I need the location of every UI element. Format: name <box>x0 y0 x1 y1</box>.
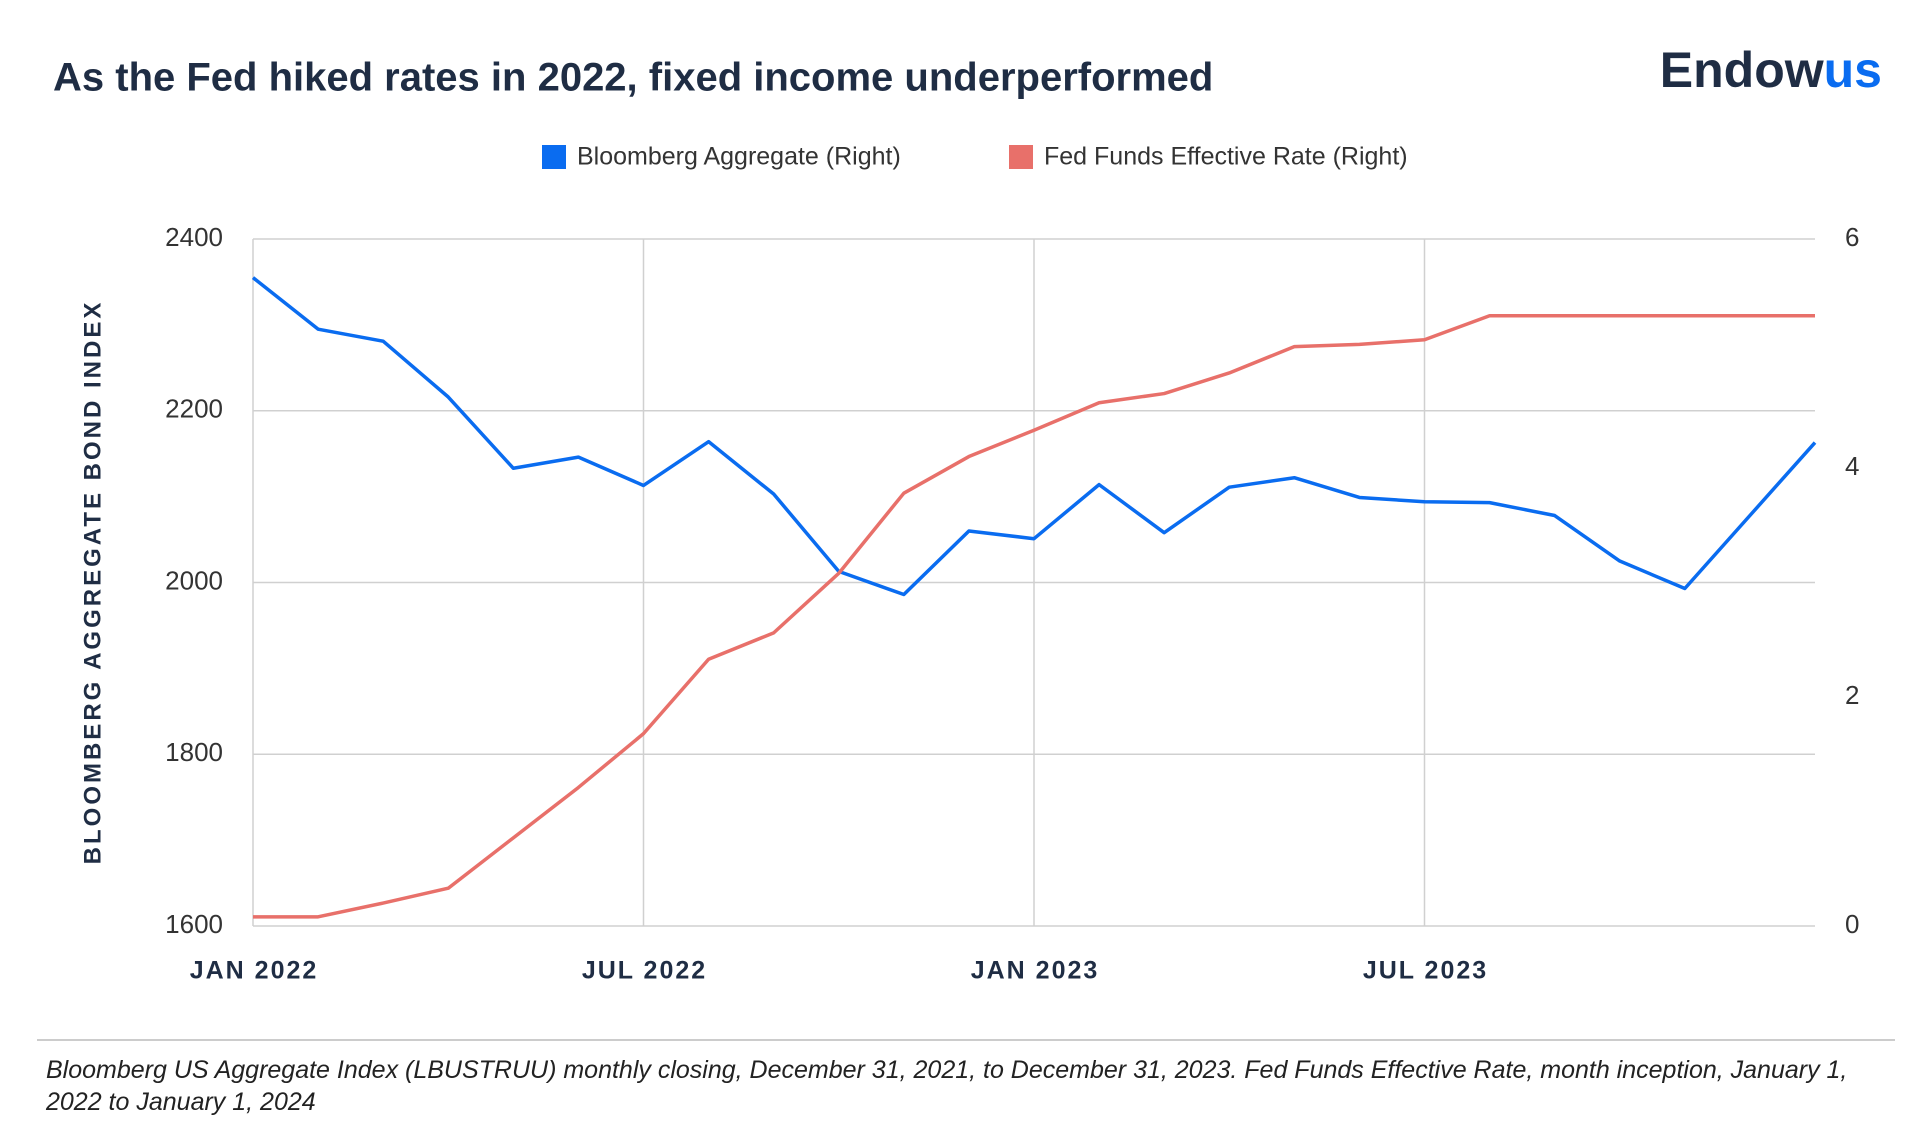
y2-tick-label: 0 <box>1845 909 1859 939</box>
y-tick-label: 2000 <box>165 565 223 595</box>
y-tick-label: 1800 <box>165 737 223 767</box>
y2-tick-label: 4 <box>1845 451 1859 481</box>
chart-title: As the Fed hiked rates in 2022, fixed in… <box>53 56 1213 100</box>
y-tick-label: 2400 <box>165 222 223 252</box>
footnote: Bloomberg US Aggregate Index (LBUSTRUU) … <box>46 1056 1848 1116</box>
series-line <box>253 313 1815 919</box>
y-tick-label: 2200 <box>165 394 223 424</box>
chart: As the Fed hiked rates in 2022, fixed in… <box>37 42 1895 1041</box>
brand-accent: us <box>1824 42 1882 98</box>
legend-swatch <box>542 145 566 169</box>
brand-logo: Endowus <box>1660 42 1882 98</box>
legend-label: Bloomberg Aggregate (Right) <box>577 143 901 171</box>
x-tick-label: JAN 2022 <box>190 957 319 985</box>
x-tick-label: JUL 2023 <box>1363 957 1488 985</box>
legend-swatch <box>1009 145 1033 169</box>
y2-tick-label: 6 <box>1845 222 1859 252</box>
x-tick-label: JUL 2022 <box>582 957 707 985</box>
legend-label: Fed Funds Effective Rate (Right) <box>1044 143 1408 171</box>
series-line <box>251 276 1817 597</box>
y-axis-label: BLOOMBERG AGGREGATE BOND INDEX <box>79 300 106 865</box>
y-tick-label: 1600 <box>165 909 223 939</box>
x-tick-label: JAN 2023 <box>971 957 1100 985</box>
brand-text: Endow <box>1660 42 1824 98</box>
y2-tick-label: 2 <box>1845 680 1859 710</box>
